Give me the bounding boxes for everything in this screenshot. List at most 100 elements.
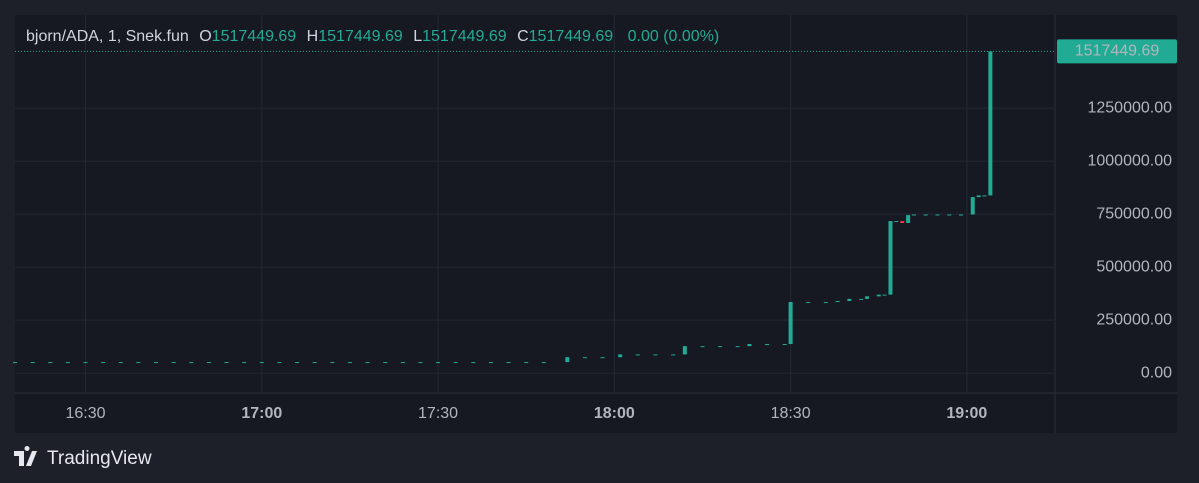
x-tick-label: 19:00 — [946, 405, 987, 422]
x-tick-label: 16:30 — [65, 405, 105, 422]
candle-body — [295, 362, 300, 364]
candle-body — [735, 346, 740, 348]
candle-body — [48, 362, 53, 364]
candle-body — [101, 362, 106, 364]
candle-body — [365, 362, 370, 364]
brand-logo: TradingView — [14, 446, 152, 469]
candle-body — [947, 214, 952, 216]
candle-body — [700, 346, 705, 348]
candle-body — [488, 362, 493, 364]
candle-body — [471, 362, 476, 364]
h-label: H — [307, 28, 319, 45]
candle-body — [453, 362, 458, 364]
change: 0.00 (0.00%) — [628, 28, 720, 45]
candle-body — [277, 362, 282, 364]
c-label: C — [517, 28, 529, 45]
candle-body — [30, 362, 35, 364]
candle-body — [765, 344, 770, 346]
candle-body — [894, 221, 899, 223]
x-tick-label: 18:00 — [594, 405, 635, 422]
candle-body — [747, 344, 752, 347]
candle-body — [682, 346, 687, 355]
candle-body — [400, 362, 405, 364]
candle-body — [330, 362, 335, 364]
candle-body — [506, 362, 511, 364]
y-tick-label: 0.00 — [1141, 364, 1172, 381]
symbol: bjorn/ADA, 1, Snek.fun — [26, 28, 189, 45]
y-tick-label: 500000.00 — [1096, 258, 1172, 275]
candle-body — [653, 354, 658, 356]
x-tick-label: 17:00 — [241, 405, 282, 422]
candles — [13, 51, 993, 364]
candle-body — [259, 362, 264, 364]
y-tick-label: 750000.00 — [1096, 205, 1172, 222]
candle-body — [788, 302, 793, 345]
candle-body — [859, 298, 864, 300]
candle-body — [782, 344, 787, 346]
candle-body — [13, 362, 17, 364]
candle-body — [618, 354, 623, 358]
candle-body — [83, 362, 88, 364]
candle-body — [206, 362, 211, 364]
candle-body — [541, 362, 546, 364]
candle-body — [154, 362, 159, 364]
candle-body — [970, 197, 975, 215]
candle-body — [876, 294, 881, 297]
candle-body — [911, 214, 916, 216]
candle-body — [935, 214, 940, 216]
o-value: 1517449.69 — [212, 28, 297, 45]
candle-body — [600, 357, 605, 359]
candle-body — [982, 195, 987, 197]
x-tick-label: 17:30 — [418, 405, 458, 422]
candle-body — [582, 357, 587, 359]
l-value: 1517449.69 — [422, 28, 507, 45]
candle-body — [906, 215, 911, 223]
candle-body — [835, 300, 840, 303]
chart-pane — [15, 15, 1177, 433]
candle-body — [671, 354, 676, 356]
candle-body — [312, 362, 317, 364]
candle-body — [565, 357, 570, 363]
candle-body — [242, 362, 247, 364]
candle-body — [976, 195, 981, 198]
c-value: 1517449.69 — [529, 28, 614, 45]
candle-body — [65, 362, 70, 364]
candle-body — [189, 362, 194, 364]
candle-body — [347, 362, 352, 364]
candle-body — [888, 221, 893, 295]
last-price-badge — [1057, 39, 1177, 64]
candle-body — [524, 362, 529, 364]
candle-body — [418, 362, 423, 364]
candle-body — [900, 221, 905, 223]
candle-body — [847, 298, 852, 301]
logo-icon — [14, 446, 37, 466]
legend: bjorn/ADA, 1, Snek.fun O1517449.69 H1517… — [26, 28, 719, 45]
candle-body — [171, 362, 176, 364]
candle-body — [224, 362, 229, 364]
l-label: L — [413, 28, 422, 45]
candle-body — [923, 214, 928, 216]
candle-body — [635, 354, 640, 356]
candle-body — [988, 51, 993, 196]
candle-body — [718, 346, 723, 348]
candle-body — [806, 302, 811, 304]
brand-name[interactable]: TradingView — [47, 448, 152, 469]
y-tick-label: 250000.00 — [1096, 311, 1172, 328]
candle-body — [958, 214, 963, 216]
candle-body — [882, 294, 887, 296]
candle-body — [864, 296, 869, 299]
grid — [15, 15, 1055, 393]
y-tick-label: 1250000.00 — [1087, 99, 1172, 116]
candle-body — [436, 362, 441, 364]
candle-body — [136, 362, 141, 364]
y-tick-label: 1000000.00 — [1087, 152, 1172, 169]
candle-body — [823, 302, 828, 304]
candle-body — [383, 362, 388, 364]
h-value: 1517449.69 — [318, 28, 403, 45]
o-label: O — [199, 28, 211, 45]
last-price-label: 1517449.69 — [1075, 43, 1160, 60]
x-tick-label: 18:30 — [771, 405, 811, 422]
candle-body — [118, 362, 123, 364]
